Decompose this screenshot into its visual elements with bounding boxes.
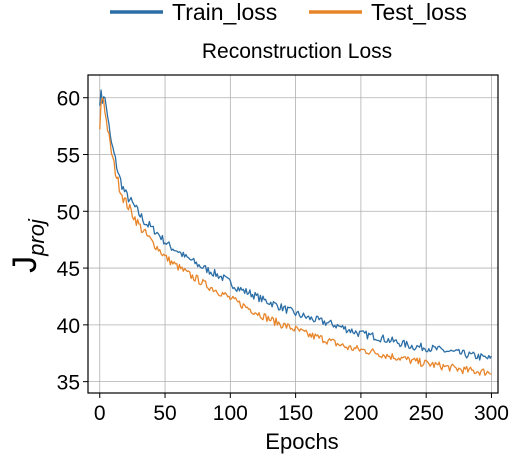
legend-entry-test: Test_loss: [309, 0, 467, 25]
legend-entry-train: Train_loss: [110, 0, 277, 25]
y-tick-label: 55: [57, 145, 80, 168]
series-line-train-loss: [99, 89, 493, 361]
y-tick-label: 60: [57, 88, 80, 111]
x-tick-label: 200: [343, 402, 378, 425]
x-tick-label: 250: [409, 402, 444, 425]
legend-label-test: Test_loss: [371, 0, 467, 25]
y-axis-ticks: 35 40 45 50 55 60: [57, 88, 88, 395]
y-axis-label: Jproj: [6, 218, 49, 273]
y-tick-label: 40: [57, 315, 80, 338]
x-tick-label: 100: [213, 402, 248, 425]
x-tick-label: 0: [94, 402, 106, 425]
y-tick-label: 45: [57, 258, 80, 281]
x-tick-label: 300: [474, 402, 509, 425]
chart-title: Reconstruction Loss: [202, 40, 392, 63]
x-axis-label: Epochs: [265, 429, 338, 454]
legend-label-train: Train_loss: [172, 0, 277, 25]
y-tick-label: 35: [57, 372, 80, 395]
grid: [88, 75, 498, 393]
series-line-test-loss: [99, 97, 492, 376]
legend: Train_loss Test_loss: [110, 0, 467, 25]
y-axis-label-main: J: [6, 256, 44, 273]
y-axis-label-subscript: proj: [24, 218, 49, 257]
plot-frame: [87, 74, 499, 394]
series-layer: [99, 89, 493, 376]
x-tick-label: 150: [278, 402, 313, 425]
x-axis-ticks: 0 50 100 150 200 250 300: [94, 393, 509, 425]
x-tick-label: 50: [153, 402, 176, 425]
y-tick-label: 50: [57, 201, 80, 224]
